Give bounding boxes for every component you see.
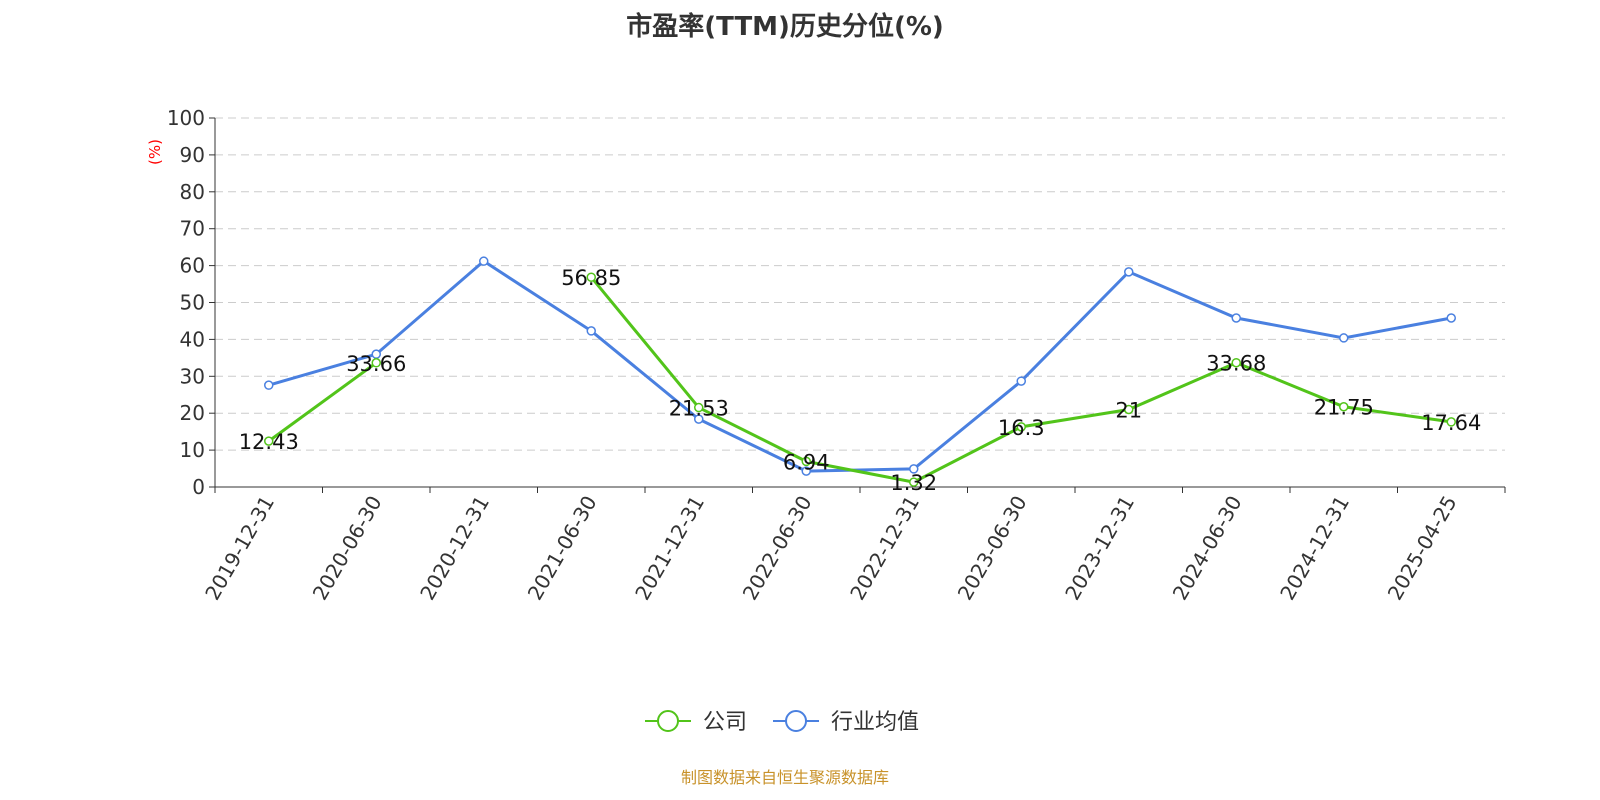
x-tick-label: 2022-12-31 xyxy=(845,492,924,605)
y-tick-label: 100 xyxy=(167,106,205,130)
data-point xyxy=(909,464,919,474)
data-point xyxy=(586,326,596,336)
x-tick-label: 2021-06-30 xyxy=(523,492,602,605)
data-point xyxy=(1446,313,1456,323)
data-point xyxy=(1339,333,1349,343)
data-point xyxy=(1231,357,1241,368)
y-tick-label: 80 xyxy=(180,180,205,204)
series-line xyxy=(268,259,1452,473)
series-line xyxy=(267,276,1452,484)
data-label: 21 xyxy=(1115,399,1142,423)
data-point xyxy=(1339,401,1349,412)
data-label: 21.75 xyxy=(1314,396,1374,420)
data-point xyxy=(1016,376,1026,386)
data-label: 33.68 xyxy=(1206,352,1266,376)
x-tick-label: 2024-06-30 xyxy=(1168,492,1247,605)
x-tick-label: 2022-06-30 xyxy=(738,492,817,605)
x-tick-label: 2023-12-31 xyxy=(1060,492,1139,605)
data-point xyxy=(801,466,811,476)
x-tick-label: 2021-12-31 xyxy=(630,492,709,605)
data-point xyxy=(1231,313,1241,323)
data-source-note: 制图数据来自恒生聚源数据库 xyxy=(680,768,889,787)
data-label: 16.3 xyxy=(998,416,1045,440)
y-tick-label: 40 xyxy=(180,327,205,351)
legend-label: 行业均值 xyxy=(831,710,919,735)
data-point xyxy=(586,272,596,282)
data-label: 12.43 xyxy=(239,430,299,454)
data-point xyxy=(264,380,274,390)
x-tick-label: 2023-06-30 xyxy=(953,492,1032,605)
legend-marker xyxy=(785,710,808,732)
data-point xyxy=(1016,422,1026,432)
y-axis-label: (%) xyxy=(146,139,164,165)
y-tick-label: 90 xyxy=(180,143,205,167)
data-label: 56.85 xyxy=(561,266,621,290)
x-tick-label: 2020-06-30 xyxy=(308,492,387,605)
data-point xyxy=(1124,267,1134,277)
chart-title: 市盈率(TTM)历史分位(%) xyxy=(626,12,944,42)
x-tick-label: 2020-12-31 xyxy=(415,492,494,605)
y-tick-label: 50 xyxy=(180,291,205,315)
data-label: 17.64 xyxy=(1421,411,1481,435)
data-point xyxy=(479,256,489,266)
y-tick-label: 70 xyxy=(180,217,205,241)
x-tick-label: 2019-12-31 xyxy=(200,492,279,605)
data-point xyxy=(1446,417,1456,427)
x-tick-label: 2024-12-31 xyxy=(1275,492,1354,605)
data-point xyxy=(371,358,381,368)
y-tick-label: 20 xyxy=(180,401,205,425)
data-point xyxy=(694,402,704,413)
data-point xyxy=(694,414,704,424)
data-point xyxy=(1124,404,1134,415)
data-point xyxy=(264,436,274,446)
legend-label: 公司 xyxy=(703,710,747,735)
y-tick-label: 0 xyxy=(192,475,205,499)
data-point xyxy=(801,456,811,467)
legend-marker xyxy=(657,710,679,732)
data-label: 6.94 xyxy=(783,450,830,474)
x-tick-label: 2025-04-25 xyxy=(1383,492,1462,605)
data-label: 21.53 xyxy=(669,397,729,421)
data-point xyxy=(909,477,919,487)
data-label: 1.32 xyxy=(890,471,937,495)
y-tick-label: 10 xyxy=(180,438,205,462)
y-tick-label: 30 xyxy=(180,364,205,388)
data-label: 33.66 xyxy=(346,352,406,376)
y-tick-label: 60 xyxy=(180,254,205,278)
